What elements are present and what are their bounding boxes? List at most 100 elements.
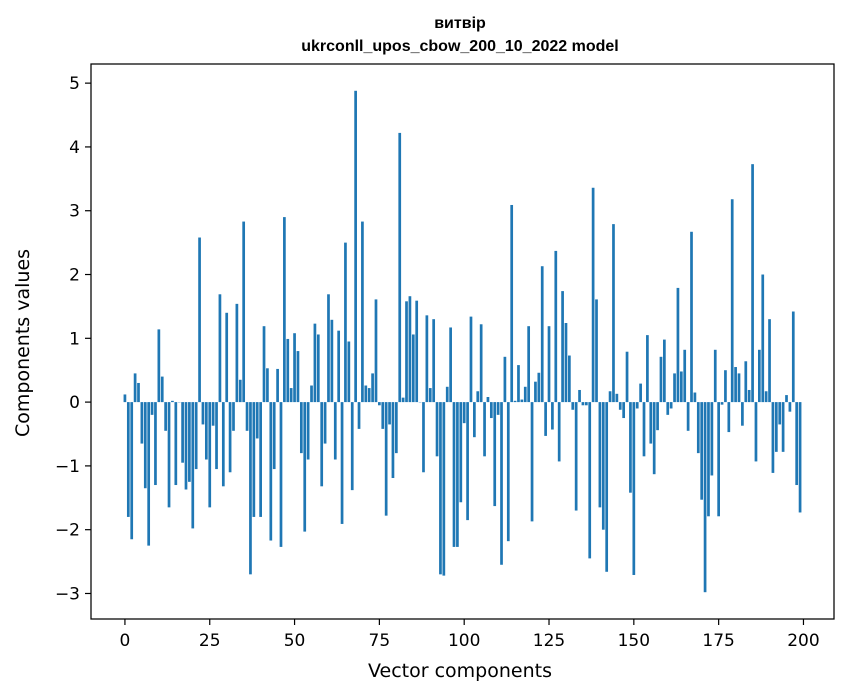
bar (686, 402, 690, 431)
bar (401, 397, 405, 403)
bar (171, 400, 174, 403)
bar (506, 402, 510, 542)
bar (378, 402, 381, 406)
bar (768, 319, 771, 403)
bar (286, 338, 290, 403)
bar (194, 402, 198, 470)
bar (788, 402, 792, 412)
bar (646, 335, 649, 403)
bar (435, 402, 439, 457)
y-tick-label: −2 (55, 521, 80, 541)
bar (415, 300, 419, 403)
chart-title: витвір (434, 15, 486, 32)
bar (411, 334, 415, 403)
bar (201, 402, 205, 425)
bar (337, 330, 341, 403)
bar (384, 402, 388, 516)
bar (713, 349, 717, 403)
bar (462, 402, 466, 424)
bar (350, 402, 354, 491)
bar (232, 402, 235, 431)
x-tick-label: 75 (369, 631, 391, 651)
bar (774, 402, 778, 452)
bar (496, 402, 500, 415)
bar (289, 388, 293, 403)
bar (313, 323, 317, 403)
bar (320, 402, 324, 487)
bar (489, 402, 493, 419)
x-tick-label: 0 (120, 631, 131, 651)
bar (717, 402, 720, 517)
bar (208, 402, 212, 508)
bar (540, 266, 544, 403)
bar (785, 395, 788, 403)
bar (517, 365, 520, 403)
bar (707, 402, 710, 517)
x-tick-label: 150 (618, 631, 650, 651)
bar (724, 370, 727, 403)
bar (306, 402, 310, 460)
bar (143, 402, 147, 489)
x-tick-label: 25 (199, 631, 221, 651)
bar (591, 187, 595, 403)
bar (581, 402, 585, 406)
bar (459, 402, 463, 503)
bar (635, 402, 639, 409)
bar (622, 402, 626, 419)
bar (642, 402, 646, 457)
bar (758, 349, 761, 403)
bar (679, 371, 683, 403)
bar (215, 402, 218, 470)
bar (530, 402, 534, 522)
y-tick-label: −1 (55, 457, 80, 477)
bar (442, 402, 446, 576)
bar (381, 402, 385, 429)
bar (673, 373, 676, 403)
bar (568, 355, 571, 403)
bar (432, 319, 436, 403)
bar (279, 402, 283, 547)
y-tick-label: 0 (69, 393, 80, 413)
bar (730, 199, 734, 403)
x-tick-label: 200 (787, 631, 819, 651)
bar (452, 402, 456, 547)
bar (696, 402, 700, 454)
bar (456, 402, 459, 547)
bar (751, 164, 754, 403)
bar (551, 402, 554, 430)
bar (327, 294, 330, 403)
bar (140, 402, 144, 444)
bar (500, 402, 503, 565)
bar (394, 402, 398, 454)
bar (666, 402, 670, 415)
bar (137, 382, 140, 403)
y-axis-label: Components values (12, 249, 34, 437)
bar (503, 356, 507, 403)
bar (445, 386, 449, 403)
bar (371, 373, 374, 403)
x-tick-label: 175 (702, 631, 734, 651)
bar (612, 224, 615, 403)
bar (276, 368, 279, 403)
bar (347, 341, 351, 403)
y-tick-label: 4 (69, 138, 80, 158)
bar (778, 402, 782, 425)
bar (534, 381, 537, 403)
plot-area-frame (90, 63, 835, 620)
bar (734, 367, 737, 403)
bar (323, 402, 327, 444)
bar (625, 351, 629, 403)
bar (259, 402, 262, 517)
bar (737, 373, 741, 403)
bar (564, 323, 568, 403)
y-tick-label: 5 (69, 74, 80, 94)
bar (690, 231, 693, 403)
bar (493, 402, 497, 507)
bar (174, 402, 178, 486)
bar (198, 237, 201, 403)
y-tick-label: 3 (69, 202, 80, 222)
bar (293, 333, 296, 403)
bar (598, 402, 602, 508)
bar (629, 402, 632, 493)
